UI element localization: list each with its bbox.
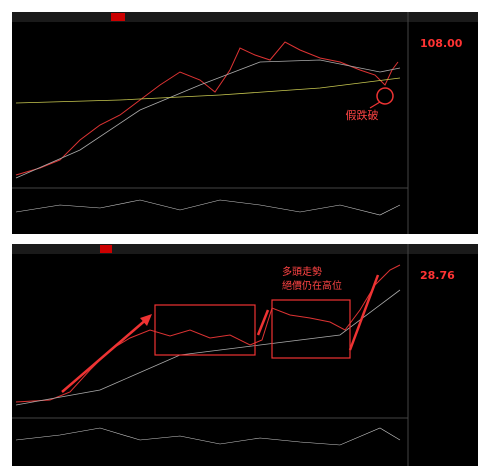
annotation-pointer — [369, 101, 381, 109]
ma-line — [15, 77, 401, 104]
ma-line — [15, 59, 401, 179]
last-price: 108.00 — [420, 37, 463, 50]
toolbar — [12, 12, 478, 22]
annotation: 絕價仍在高位 — [282, 279, 342, 292]
last-price: 28.76 — [420, 269, 455, 282]
annotation: 假跌破 — [346, 108, 379, 122]
annotation-circle — [376, 87, 394, 105]
price-line — [15, 41, 399, 176]
trend-arrow — [256, 309, 270, 336]
tab-active[interactable] — [111, 13, 125, 21]
indicator-line — [15, 199, 401, 216]
annotation: 多頭走勢 — [282, 265, 322, 278]
toolbar — [12, 244, 478, 254]
panel-top: 假跌破 108.00 — [12, 12, 478, 234]
trend-arrow — [61, 317, 149, 393]
arrow-head — [140, 314, 152, 326]
tab-active[interactable] — [100, 245, 112, 253]
annotation-box — [271, 299, 351, 359]
annotation-box — [154, 304, 256, 356]
indicator-line — [15, 427, 401, 446]
panel-background — [12, 12, 478, 234]
panel-bottom: 多頭走勢 絕價仍在高位 28.76 — [12, 244, 478, 466]
trend-arrow — [348, 274, 380, 351]
